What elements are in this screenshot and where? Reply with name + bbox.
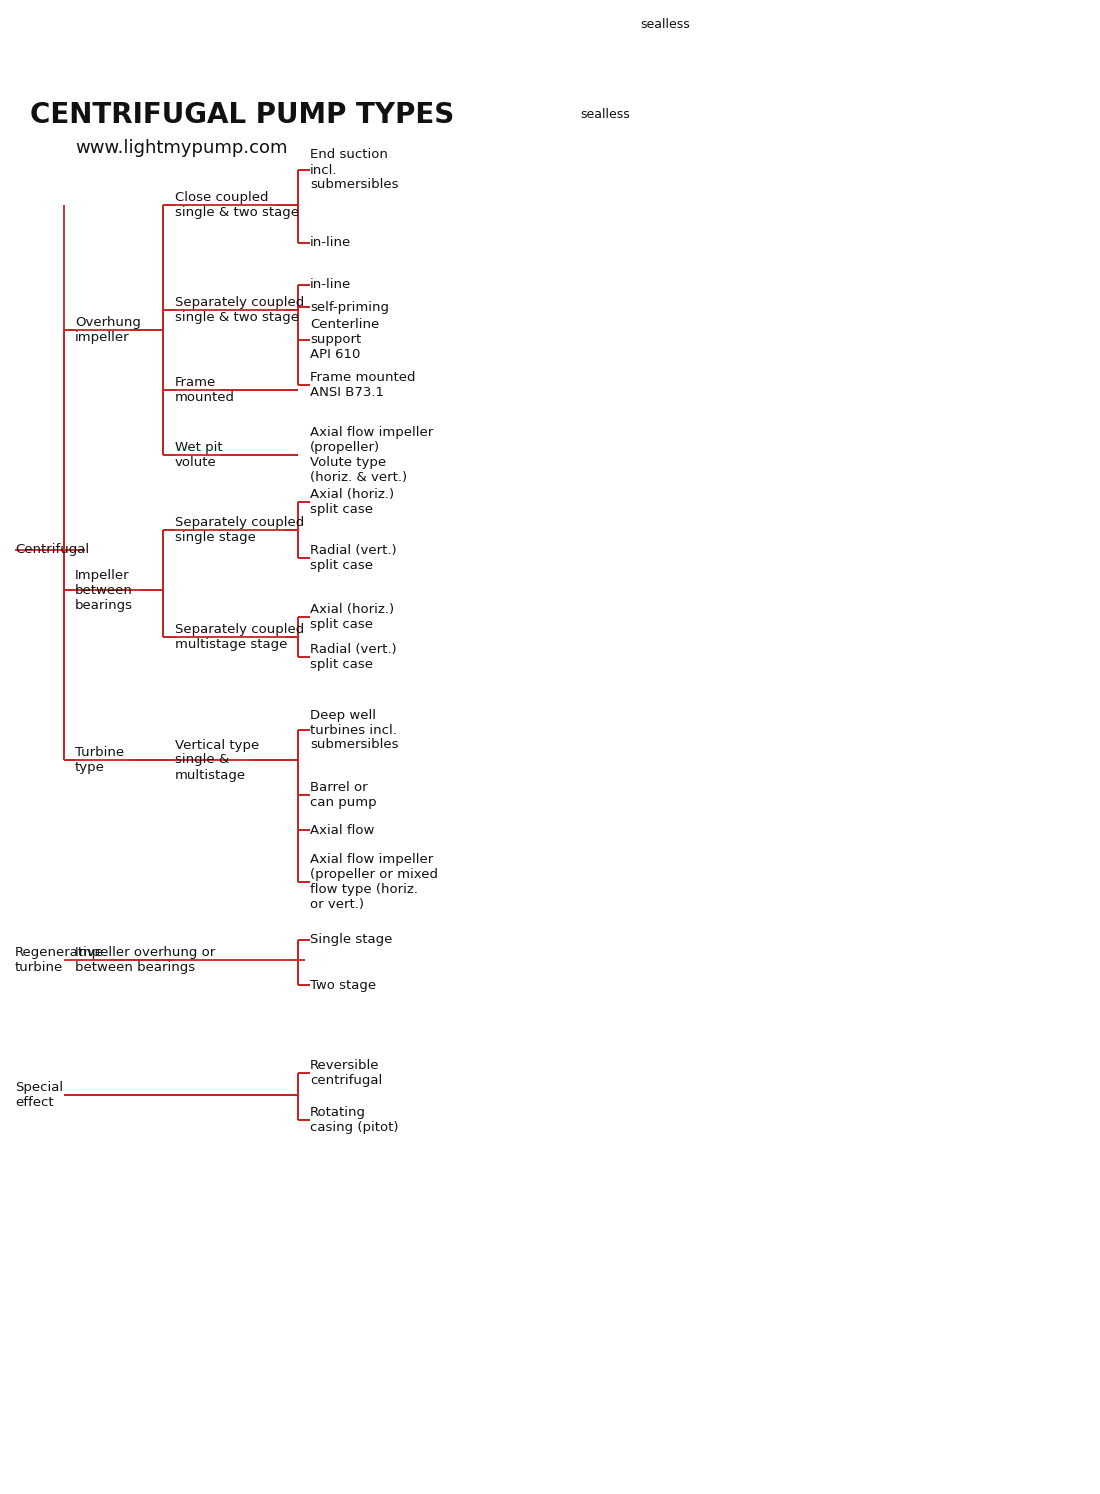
Text: Close coupled
single & two stage: Close coupled single & two stage bbox=[175, 191, 299, 220]
Text: Centerline
support
API 610: Centerline support API 610 bbox=[310, 318, 380, 362]
Text: Separately coupled
multistage stage: Separately coupled multistage stage bbox=[175, 623, 305, 651]
Text: Axial flow: Axial flow bbox=[310, 823, 374, 837]
Text: self-priming: self-priming bbox=[310, 300, 389, 314]
Text: Overhung
impeller: Overhung impeller bbox=[75, 317, 141, 344]
Text: CENTRIFUGAL PUMP TYPES: CENTRIFUGAL PUMP TYPES bbox=[30, 102, 454, 128]
Text: Axial flow impeller
(propeller or mixed
flow type (horiz.
or vert.): Axial flow impeller (propeller or mixed … bbox=[310, 853, 438, 911]
Text: Impeller overhung or
between bearings: Impeller overhung or between bearings bbox=[75, 946, 216, 974]
Text: Frame
mounted: Frame mounted bbox=[175, 376, 235, 403]
Text: in-line: in-line bbox=[310, 278, 351, 291]
Text: Axial flow impeller
(propeller)
Volute type
(horiz. & vert.): Axial flow impeller (propeller) Volute t… bbox=[310, 426, 433, 484]
Text: Frame mounted
ANSI B73.1: Frame mounted ANSI B73.1 bbox=[310, 371, 416, 399]
Text: Wet pit
volute: Wet pit volute bbox=[175, 441, 222, 469]
Text: Single stage: Single stage bbox=[310, 934, 393, 947]
Text: End suction
incl.
submersibles: End suction incl. submersibles bbox=[310, 148, 398, 191]
Text: Regenerative
turbine: Regenerative turbine bbox=[15, 946, 105, 974]
Text: Radial (vert.)
split case: Radial (vert.) split case bbox=[310, 544, 397, 572]
Text: Barrel or
can pump: Barrel or can pump bbox=[310, 781, 376, 808]
Text: Separately coupled
single & two stage: Separately coupled single & two stage bbox=[175, 296, 305, 324]
Text: Two stage: Two stage bbox=[310, 979, 376, 992]
Text: Axial (horiz.)
split case: Axial (horiz.) split case bbox=[310, 489, 394, 515]
Text: Deep well
turbines incl.
submersibles: Deep well turbines incl. submersibles bbox=[310, 708, 398, 751]
Text: sealless: sealless bbox=[640, 18, 690, 31]
Text: www.lightmypump.com: www.lightmypump.com bbox=[75, 139, 287, 157]
Text: Rotating
casing (pitot): Rotating casing (pitot) bbox=[310, 1106, 398, 1134]
Text: Radial (vert.)
split case: Radial (vert.) split case bbox=[310, 642, 397, 671]
Text: in-line: in-line bbox=[310, 236, 351, 249]
Text: sealless: sealless bbox=[580, 108, 629, 121]
Text: Centrifugal: Centrifugal bbox=[15, 544, 89, 556]
Text: Reversible
centrifugal: Reversible centrifugal bbox=[310, 1059, 383, 1088]
Text: Special
effect: Special effect bbox=[15, 1082, 63, 1109]
Text: Separately coupled
single stage: Separately coupled single stage bbox=[175, 515, 305, 544]
Text: Turbine
type: Turbine type bbox=[75, 746, 124, 774]
Text: Impeller
between
bearings: Impeller between bearings bbox=[75, 569, 133, 611]
Text: Vertical type
single &
multistage: Vertical type single & multistage bbox=[175, 738, 260, 781]
Text: Axial (horiz.)
split case: Axial (horiz.) split case bbox=[310, 604, 394, 630]
